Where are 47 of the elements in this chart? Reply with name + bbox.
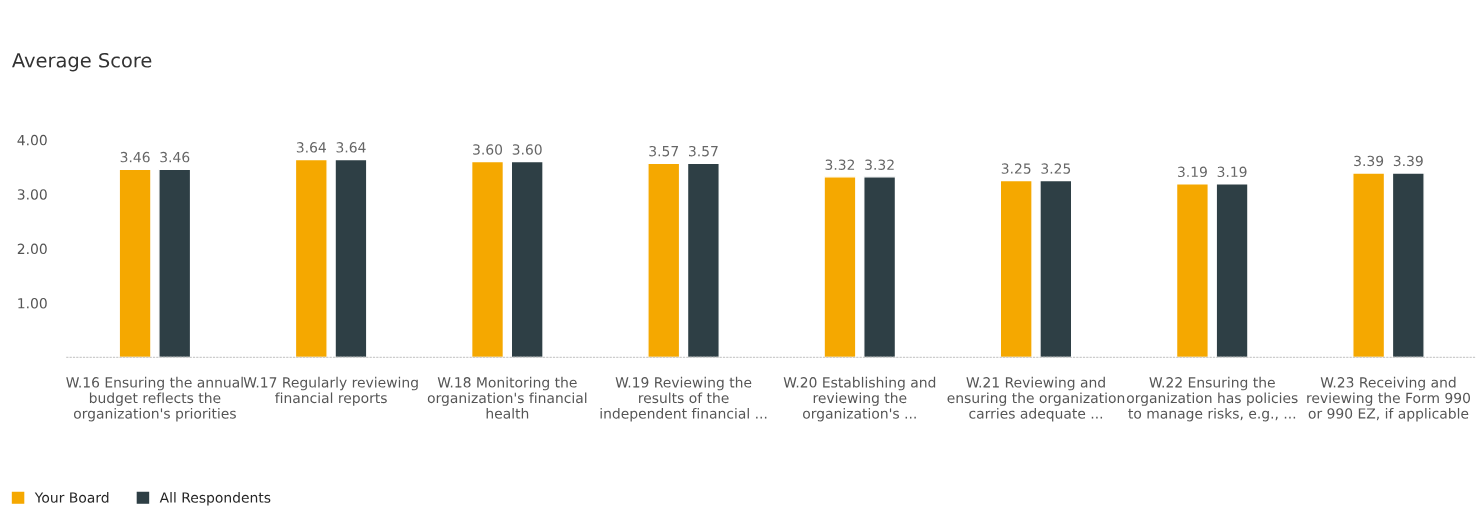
- data-label: 3.46: [160, 151, 190, 163]
- data-label: 3.39: [1393, 155, 1423, 167]
- data-label: 3.57: [688, 145, 718, 157]
- legend-label: Your Board: [34, 492, 109, 503]
- data-label: 3.32: [865, 159, 894, 170]
- x-tick-label: W.16 Ensuring the annual budget reflects the organization's priorities: [66, 376, 243, 422]
- data-label: 3.64: [296, 142, 326, 153]
- data-label: 3.57: [649, 145, 679, 157]
- data-label: 3.32: [825, 159, 855, 170]
- data-label: 3.60: [473, 144, 503, 155]
- x-tick-label: W.22 Ensuring the organization has policies to manage risks, e.g., ...: [1126, 376, 1298, 422]
- bar: [1391, 172, 1425, 358]
- y-tick-label: 4.00: [17, 134, 47, 146]
- x-tick-label: W.18 Monitoring the organization's financial health: [427, 376, 587, 419]
- y-tick-label: 1.00: [18, 298, 47, 309]
- bar: [1039, 179, 1073, 358]
- bar: [1215, 183, 1249, 358]
- data-label: 3.60: [512, 144, 542, 155]
- legend-label: All Respondents: [159, 492, 271, 506]
- bar: [470, 160, 505, 358]
- data-label: 3.19: [1217, 166, 1247, 178]
- y-tick-label: 2.00: [17, 243, 47, 255]
- bar: [158, 168, 192, 358]
- x-tick-label: W.17 Regularly reviewing financial reports: [243, 376, 418, 406]
- x-tick-label: W.19 Reviewing the results of the independent financial ...: [600, 376, 767, 422]
- data-label: 3.64: [336, 142, 366, 153]
- x-tick-label: W.20 Establishing and reviewing the organization's ...: [783, 376, 936, 422]
- data-label: 3.19: [1178, 166, 1207, 178]
- bar: [863, 176, 897, 358]
- chart-title: Average Score: [12, 52, 152, 72]
- data-label: 3.46: [120, 151, 150, 163]
- data-label: 3.39: [1354, 155, 1384, 167]
- bar: [1175, 183, 1209, 358]
- data-label: 3.25: [1001, 163, 1031, 174]
- bar: [686, 162, 720, 358]
- bar: [118, 168, 152, 358]
- bar: [999, 179, 1033, 358]
- x-tick-label: W.21 Reviewing and ensuring the organization carries adequate ...: [947, 376, 1125, 422]
- x-tick-label: W.23 Receiving and reviewing the Form 990 or 990 EZ, if applicable: [1307, 376, 1471, 422]
- bar: [1352, 172, 1386, 358]
- bar: [294, 158, 328, 358]
- bar: [334, 158, 368, 358]
- data-label: 3.25: [1041, 163, 1071, 174]
- bar: [647, 162, 681, 358]
- bar: [510, 160, 544, 358]
- bar: [823, 176, 857, 358]
- y-tick-label: 3.00: [17, 189, 47, 200]
